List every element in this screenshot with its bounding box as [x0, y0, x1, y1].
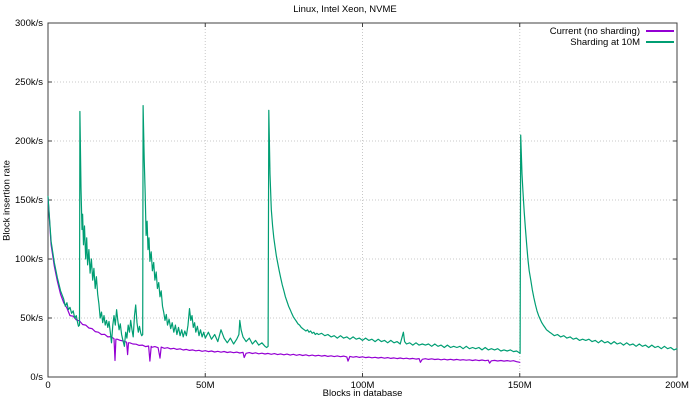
y-tick-label: 50k/s [20, 313, 43, 324]
series-line-current [47, 197, 521, 364]
x-tick-label: 150M [508, 380, 532, 391]
x-tick-label: 50M [196, 380, 215, 391]
x-tick-label: 100M [351, 380, 375, 391]
x-axis-label: Blocks in database [322, 388, 403, 399]
legend-line-swatch-current [646, 30, 674, 32]
legend-label-current: Current (no sharding) [549, 25, 640, 37]
y-tick-label: 200k/s [15, 136, 43, 147]
x-tick-label: 0 [45, 380, 50, 391]
y-tick-label: 100k/s [15, 254, 43, 265]
chart-title: Linux, Intel Xeon, NVME [293, 4, 397, 15]
legend-label-sharding: Sharding at 10M [570, 36, 640, 48]
series-line-sharding [47, 104, 678, 354]
legend: Current (no sharding) Sharding at 10M [549, 25, 674, 48]
x-tick-label: 200M [665, 380, 689, 391]
legend-entry-sharding: Sharding at 10M [550, 36, 674, 48]
legend-entry-current: Current (no sharding) [549, 25, 674, 37]
y-tick-label: 300k/s [15, 18, 43, 29]
y-tick-label: 150k/s [15, 195, 43, 206]
y-tick-label: 0/s [30, 372, 43, 383]
y-tick-label: 250k/s [15, 77, 43, 88]
legend-line-swatch-sharding [646, 41, 674, 43]
